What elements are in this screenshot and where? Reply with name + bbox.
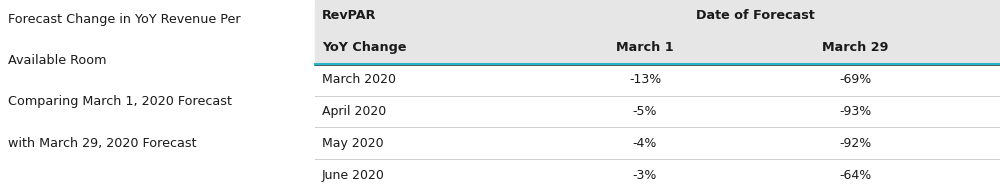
Text: Date of Forecast: Date of Forecast [696, 9, 814, 22]
Text: April 2020: April 2020 [322, 105, 386, 118]
Bar [315, 0, 1000, 64]
Text: -69%: -69% [839, 73, 871, 86]
Text: Comparing March 1, 2020 Forecast: Comparing March 1, 2020 Forecast [8, 96, 232, 108]
Text: -93%: -93% [839, 105, 871, 118]
Text: RevPAR: RevPAR [322, 9, 376, 22]
Text: March 2020: March 2020 [322, 73, 396, 86]
Text: -4%: -4% [633, 137, 657, 150]
Text: YoY Change: YoY Change [322, 41, 406, 54]
Text: Available Room: Available Room [8, 54, 106, 67]
Text: Forecast Change in YoY Revenue Per: Forecast Change in YoY Revenue Per [8, 13, 241, 26]
Text: -5%: -5% [633, 105, 657, 118]
Text: -64%: -64% [839, 169, 871, 182]
Text: -3%: -3% [633, 169, 657, 182]
Text: March 1: March 1 [616, 41, 674, 54]
Text: March 29: March 29 [822, 41, 888, 54]
Text: May 2020: May 2020 [322, 137, 384, 150]
Text: June 2020: June 2020 [322, 169, 385, 182]
Text: with March 29, 2020 Forecast: with March 29, 2020 Forecast [8, 137, 197, 150]
Text: -92%: -92% [839, 137, 871, 150]
Text: -13%: -13% [629, 73, 661, 86]
